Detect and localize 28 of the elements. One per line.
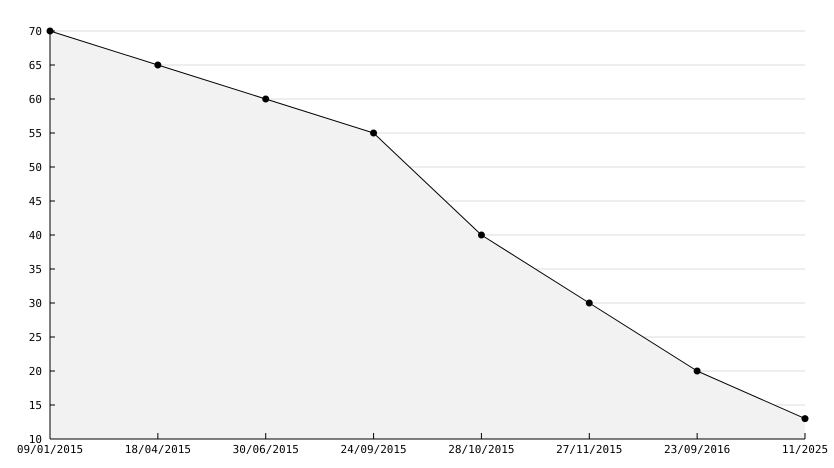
x-tick-label: 27/11/2015	[556, 443, 622, 456]
y-tick-label: 55	[28, 126, 42, 140]
point	[262, 96, 270, 102]
x-tick-label: 28/10/2015	[448, 443, 515, 456]
y-tick-label: 45	[28, 194, 42, 208]
y-tick-label: 10	[28, 432, 42, 446]
x-tick-label: 24/09/2015	[340, 443, 407, 456]
point	[694, 368, 701, 374]
y-tick-label: 40	[28, 228, 42, 242]
x-tick-label: 09/01/2015	[16, 443, 84, 456]
point	[370, 130, 378, 136]
y-tick-label: 60	[28, 92, 42, 106]
y-tick-label: 50	[28, 160, 42, 174]
x-tick-label: 23/09/2016	[664, 443, 730, 456]
x-tick-label: 11/2025	[782, 443, 828, 456]
y-tick-label: 65	[28, 58, 42, 72]
y-tick-label: 35	[28, 262, 42, 276]
y-tick-label: 20	[28, 364, 42, 378]
point	[586, 300, 593, 306]
x-tick-label: 30/06/2015	[232, 443, 299, 456]
point	[478, 232, 485, 238]
y-tick-label: 70	[28, 24, 42, 38]
y-tick-label: 25	[28, 330, 42, 344]
y-tick-label: 15	[28, 398, 42, 412]
point	[154, 62, 162, 68]
y-tick-label: 30	[28, 296, 42, 310]
x-tick-label: 18/04/2015	[124, 443, 191, 456]
point	[802, 415, 808, 422]
